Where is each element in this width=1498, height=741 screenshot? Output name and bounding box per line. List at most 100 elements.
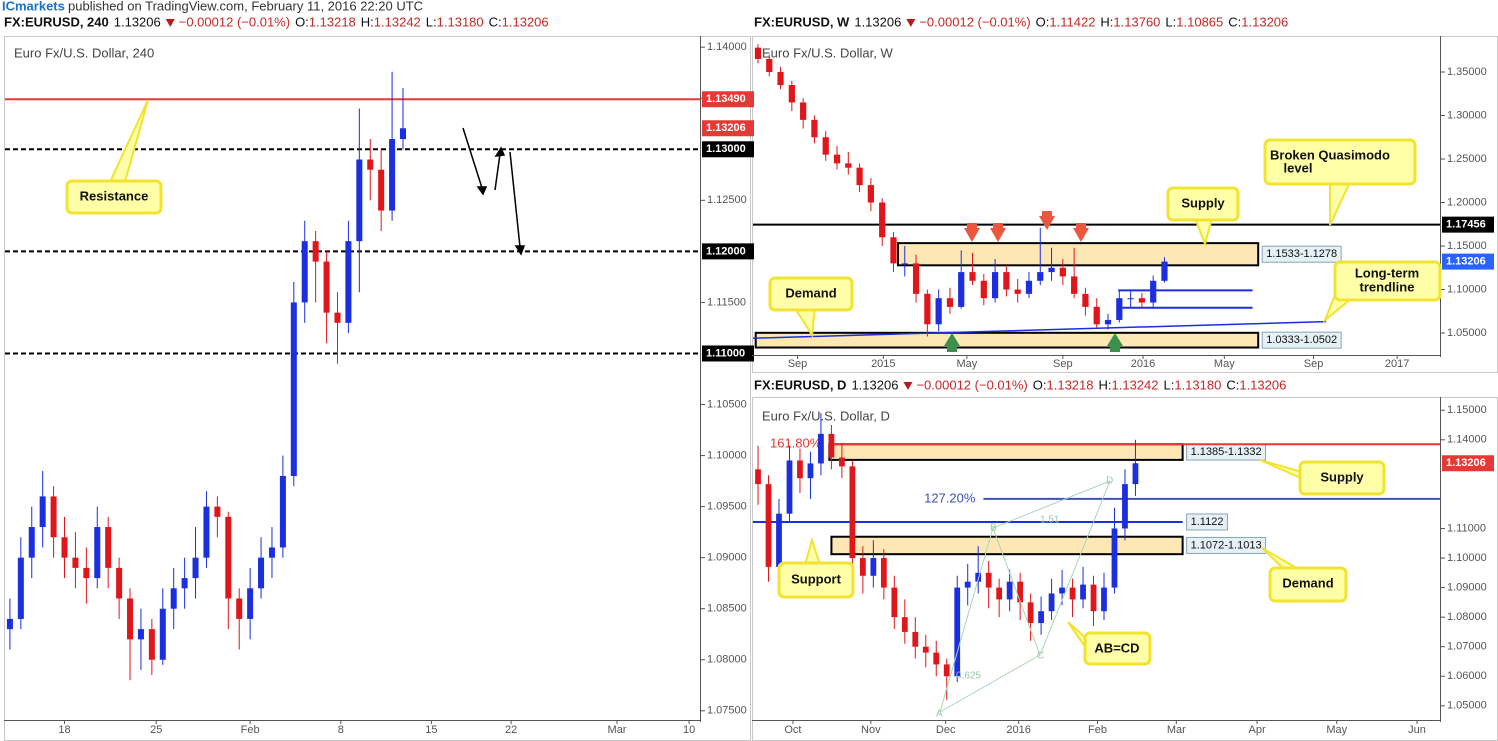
y-tick-label: 1.08500	[707, 603, 747, 615]
ohlc-key: H:	[361, 14, 374, 29]
candle-body	[72, 557, 79, 568]
candle-body	[788, 85, 795, 103]
candle-body	[1059, 587, 1065, 594]
ohlc-key: O:	[1033, 377, 1047, 392]
candle-body	[1071, 276, 1078, 294]
ohlc-value: 1.13242	[374, 14, 421, 29]
x-tick-label: 18	[58, 724, 70, 736]
down-indicator	[903, 382, 913, 390]
y-tick-label: 1.35000	[1447, 66, 1487, 78]
candle-body	[214, 506, 221, 517]
candle-body	[367, 159, 374, 170]
candle-body	[1132, 463, 1139, 485]
price-label-box	[1442, 455, 1494, 472]
callout: Resistance	[65, 179, 163, 215]
candle-body	[389, 139, 396, 211]
harmonic-pattern	[939, 480, 1111, 713]
y-tick-label: 1.30000	[1447, 109, 1487, 121]
candle-body	[807, 463, 814, 479]
publish-info: published on TradingView.com, February 1…	[68, 0, 423, 13]
price-label: 1.11000	[706, 347, 745, 359]
callout: Demand	[768, 276, 854, 312]
candle-body	[323, 261, 330, 313]
callout: AB=CD	[1083, 631, 1152, 666]
price-label-box	[702, 120, 754, 137]
candle-body	[870, 558, 877, 576]
symbol: FX:EURUSD, W	[754, 14, 850, 29]
candle-body	[1150, 280, 1157, 303]
candle-body	[765, 484, 772, 567]
ohlc-key: H:	[1099, 377, 1112, 392]
ohlc-key: L:	[1164, 377, 1175, 392]
candle-body	[1090, 584, 1097, 612]
candle-body	[1017, 581, 1024, 603]
callout-text: level	[1284, 160, 1313, 175]
candle-body	[1104, 319, 1112, 325]
candle-body	[924, 293, 931, 325]
chart-title: Euro Fx/U.S. Dollar, 240	[14, 45, 154, 60]
x-tick-label: Mar	[1167, 724, 1186, 736]
x-tick-label: 2016	[1006, 724, 1030, 736]
candle-body	[1048, 267, 1055, 273]
candle-body	[170, 588, 177, 609]
zone-label: 1.1385-1.1332	[1191, 446, 1262, 458]
top-bar: ICmarkets published on TradingView.com, …	[2, 0, 423, 13]
ohlc-key: L:	[1165, 14, 1176, 29]
candle-body	[203, 506, 210, 558]
candle-body	[192, 557, 199, 579]
candle-body	[891, 587, 898, 618]
y-tick-label: 1.08000	[1447, 611, 1487, 623]
x-tick-label: 8	[338, 724, 344, 736]
price-label-box	[702, 243, 754, 260]
candle-body	[833, 154, 841, 164]
x-tick-label: 25	[150, 724, 162, 736]
y-tick-label: 1.14000	[707, 41, 747, 53]
change: −0.00012 (−0.01%)	[919, 14, 1030, 29]
y-tick-label: 1.09500	[707, 501, 747, 513]
annotations: Resistance Supply Broken Quasimodolevel …	[65, 99, 1442, 720]
candle-body	[1101, 587, 1107, 612]
ohlc-value: 1.13206	[1239, 377, 1286, 392]
y-tick-label: 1.10500	[707, 398, 747, 410]
candle-body	[754, 47, 762, 59]
candle-body	[301, 241, 308, 303]
callout-text: Supply	[1320, 469, 1364, 484]
candle-body	[1059, 267, 1066, 277]
candle-body	[1003, 272, 1010, 290]
y-tick-label: 1.08000	[707, 654, 747, 666]
candle-body	[181, 578, 188, 589]
candle-body	[933, 652, 940, 665]
candle-body	[849, 466, 856, 559]
x-tick-label: Nov	[861, 724, 881, 736]
candle-body	[922, 646, 929, 653]
chart-title: Euro Fx/U.S. Dollar, W	[762, 45, 893, 60]
ohlc-value: 1.13218	[309, 14, 356, 29]
price-label: 1.17456	[1446, 219, 1486, 231]
down-indicator	[165, 19, 175, 27]
y-tick-label: 1.06000	[1447, 670, 1487, 682]
candle-body	[776, 513, 782, 567]
candle-body	[1025, 280, 1033, 294]
candle-body	[901, 617, 908, 632]
ohlc-value: 1.13180	[1174, 377, 1221, 392]
ohlc-value: 1.13180	[437, 14, 484, 29]
y-tick-label: 1.10000	[1447, 552, 1487, 564]
price-label: 1.12000	[706, 245, 746, 257]
candle-body	[1080, 584, 1086, 600]
y-tick-label: 1.11500	[707, 296, 746, 308]
candle-body	[1038, 611, 1044, 624]
candle-body	[225, 516, 232, 599]
ohlc-value: 1.11422	[1049, 14, 1095, 29]
zone	[896, 242, 1260, 267]
x-tick-label: Sep	[788, 358, 808, 370]
candle-body	[845, 163, 852, 168]
callout: Support	[777, 561, 855, 599]
pattern-label: D	[1106, 476, 1113, 487]
x-tick-label: Dec	[936, 724, 956, 736]
callout-text: Resistance	[80, 188, 149, 203]
candle-body	[755, 469, 761, 485]
zone-label-box	[1261, 245, 1342, 263]
callout-text: Demand	[785, 285, 836, 300]
